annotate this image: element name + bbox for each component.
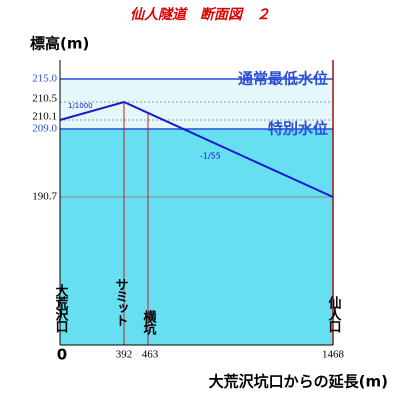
- water-fill: [60, 129, 333, 345]
- x-tick-label: 463: [142, 349, 159, 361]
- water-band: [60, 79, 333, 129]
- point-label: 仙人口: [326, 295, 342, 333]
- level-label: 通常最低水位: [238, 70, 328, 88]
- title: 仙人隧道 断面図 ２: [130, 6, 270, 23]
- x-tick-label: 0: [57, 346, 67, 364]
- point-label: サミット: [113, 278, 129, 327]
- gradient-label: 1/1000: [68, 102, 93, 110]
- y-tick-label: 215.0: [32, 73, 57, 85]
- x-tick-label: 392: [116, 349, 133, 361]
- y-tick-label: 210.1: [32, 111, 57, 123]
- gradient-label: -1/55: [200, 152, 221, 161]
- point-label: 横坑: [141, 309, 157, 336]
- y-tick-label: 209.0: [32, 123, 57, 135]
- y-tick-label: 210.5: [32, 93, 57, 105]
- y-tick-label: 190.7: [32, 191, 57, 203]
- x-tick-label: 1468: [322, 349, 345, 361]
- tunnel-profile: [59, 100, 334, 198]
- y-axis-label: 標高(m): [30, 35, 89, 53]
- point-label: 大荒沢口: [53, 283, 70, 333]
- level-label: 特別水位: [268, 120, 328, 138]
- x-axis-label: 大荒沢坑口からの延長(m): [209, 373, 388, 391]
